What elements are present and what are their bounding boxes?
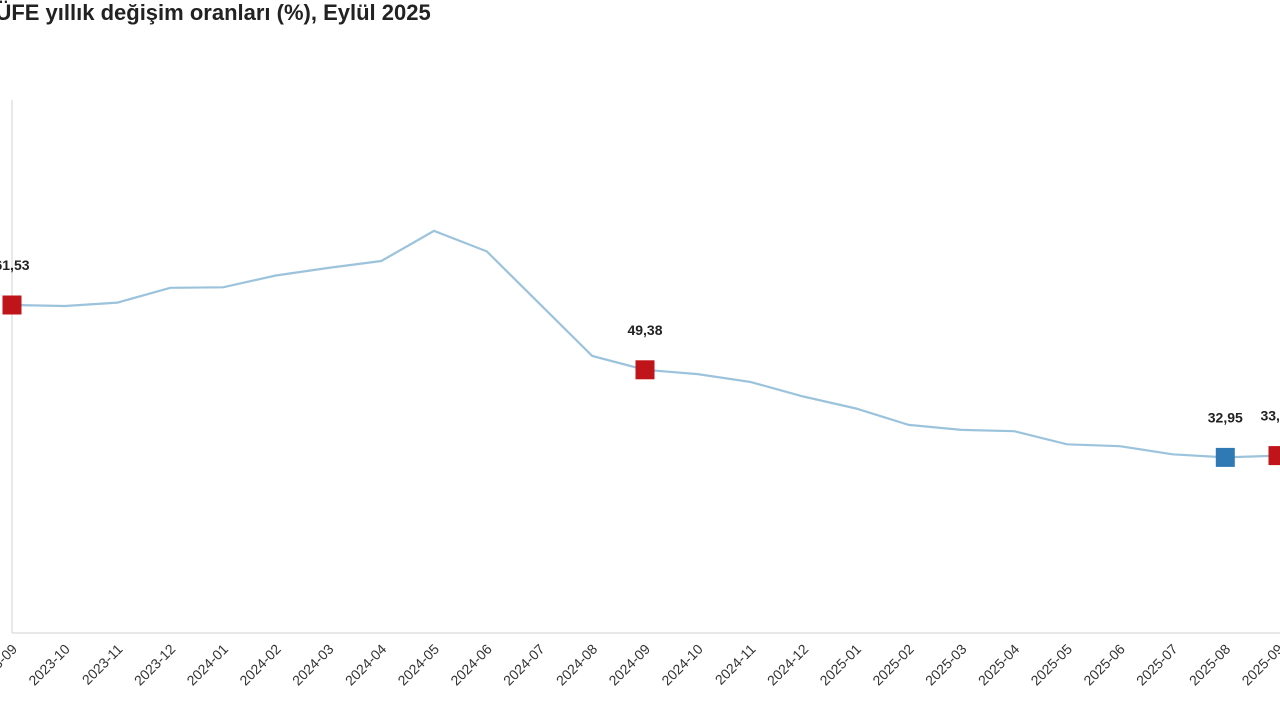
data-point-marker[interactable] [2, 295, 22, 315]
x-tick-label: 2025-03 [922, 641, 970, 689]
x-tick-label: 2023-12 [131, 641, 179, 689]
x-tick-labels: 2023-09 2023-10 2023-11 2023-12 2024-01 2024-… [0, 641, 1280, 689]
x-tick-label: 2024-10 [658, 641, 706, 689]
x-tick-label: 2025-06 [1080, 641, 1128, 689]
x-tick-label: 2024-09 [605, 641, 653, 689]
x-tick-label: 2024-12 [764, 641, 812, 689]
x-tick-label: 2023-10 [25, 641, 73, 689]
x-tick-label: 2025-07 [1133, 641, 1181, 689]
data-label: 33,29 [1260, 408, 1280, 424]
data-label: 49,38 [627, 322, 662, 338]
x-tick-label: 2024-11 [712, 641, 759, 688]
data-label: 61,53 [0, 257, 30, 273]
x-tick-label: 2023-11 [79, 641, 126, 688]
x-tick-label: 2024-04 [342, 641, 390, 689]
x-tick-label: 2025-04 [975, 641, 1023, 689]
series-group [2, 229, 1280, 467]
x-tick-label: 2024-07 [500, 641, 548, 689]
series-line [11, 229, 1279, 459]
x-tick-label: 2023-09 [0, 641, 20, 689]
x-tick-label: 2024-01 [183, 641, 231, 689]
x-tick-label: 2025-02 [869, 641, 917, 689]
x-tick-label: 2025-09 [1238, 641, 1280, 689]
x-tick-label: 2024-08 [553, 641, 601, 689]
data-point-marker[interactable] [1215, 447, 1235, 467]
chart-title: TÜFE yıllık değişim oranları (%), Eylül … [0, 0, 431, 25]
x-tick-label: 2024-03 [289, 641, 337, 689]
x-tick-label: 2024-02 [236, 641, 284, 689]
x-tick-label: 2024-06 [447, 641, 495, 689]
data-point-marker[interactable] [1268, 446, 1280, 466]
x-tick-label: 2025-05 [1027, 641, 1075, 689]
data-labels: 61,53 49,38 32,95 33,29 [0, 257, 1280, 425]
x-tick-label: 2024-05 [394, 641, 442, 689]
data-label: 32,95 [1208, 409, 1243, 425]
x-tick-label: 2025-08 [1186, 641, 1234, 689]
x-tick-label: 2025-01 [816, 641, 864, 689]
data-point-marker[interactable] [635, 360, 655, 380]
